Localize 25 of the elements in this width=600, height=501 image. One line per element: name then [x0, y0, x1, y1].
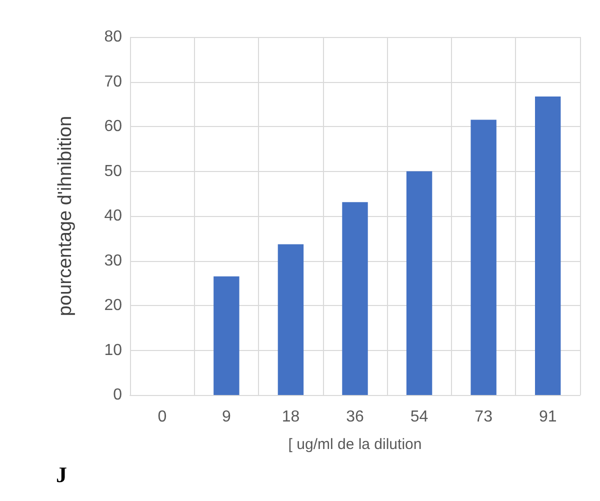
bar: [406, 171, 432, 395]
y-tick-label: 80: [104, 28, 122, 46]
y-tick-label: 30: [104, 252, 122, 270]
y-tick-label: 50: [104, 162, 122, 180]
x-tick-label: 18: [282, 408, 300, 426]
x-tick-label: 0: [158, 408, 167, 426]
y-tick-label: 20: [104, 297, 122, 314]
bar: [470, 120, 496, 395]
y-tick-label: 70: [104, 73, 122, 90]
bar: [214, 276, 240, 395]
y-tick-label: 10: [104, 342, 122, 359]
text: J: [56, 462, 67, 488]
y-tick-label: 60: [104, 118, 122, 135]
x-tick-label: 54: [410, 408, 428, 426]
y-tick-label: 0: [113, 386, 122, 404]
bar: [342, 202, 368, 395]
x-axis-title: [ ug/ml de la dilution: [288, 436, 422, 453]
y-tick-label: 40: [104, 208, 122, 224]
y-axis-title: pourcentage d'ihnibition: [55, 116, 76, 316]
x-tick-label: 36: [346, 408, 364, 426]
x-tick-label: 73: [474, 408, 493, 426]
bar: [535, 96, 561, 395]
bar: [278, 244, 304, 395]
x-tick-label: 91: [538, 408, 557, 426]
x-tick-label: 9: [222, 408, 231, 426]
